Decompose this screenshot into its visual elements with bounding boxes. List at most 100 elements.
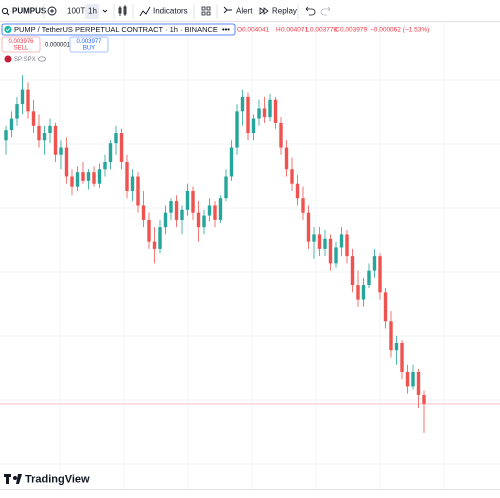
candle-body [152, 241, 157, 249]
candle-body [196, 212, 201, 228]
add-symbol-button[interactable] [47, 6, 57, 16]
indicators-icon[interactable] [139, 6, 151, 17]
candle-body [207, 205, 212, 216]
candle-body [328, 238, 333, 264]
toolbar: PUMPUS 100T 1h Indicators Alert Replay [0, 4, 500, 22]
candle-body [86, 172, 91, 181]
candle-body [339, 234, 344, 248]
candle-body [284, 147, 289, 170]
candle-body [356, 285, 360, 300]
candle-body [136, 176, 140, 206]
candle-body [42, 133, 47, 141]
candle-body [416, 371, 421, 395]
candle-body [185, 190, 190, 210]
alert-button[interactable]: Alert [236, 7, 253, 16]
candle-body [48, 125, 52, 134]
sell-price: 0.003976 [8, 39, 34, 45]
candle-body [92, 172, 96, 184]
legend-title-box[interactable] [1, 23, 236, 36]
candle-body [108, 143, 113, 163]
buy-button[interactable] [69, 36, 109, 53]
redo-button[interactable] [320, 6, 331, 16]
replay-button[interactable]: Replay [272, 7, 297, 16]
plus-icon [50, 9, 54, 13]
ohlc-high: 0.004071 [281, 27, 308, 34]
candle-body [213, 205, 217, 220]
plot-area [0, 75, 500, 434]
candle-body [64, 147, 69, 177]
candle-body [306, 212, 311, 242]
candle-body [75, 172, 80, 187]
candle-body [103, 162, 107, 170]
candle-body [317, 234, 322, 249]
candle-body [361, 285, 366, 300]
alert-icon[interactable] [223, 6, 232, 14]
candle-body [301, 198, 305, 213]
candle-body [26, 89, 30, 112]
interval-highlight [85, 4, 99, 19]
symbol[interactable]: PUMPUS [12, 7, 47, 16]
candle-body [345, 234, 349, 257]
brand-name[interactable]: TradingView [25, 473, 90, 485]
symbol-logo-mark [5, 27, 11, 32]
candle-body [411, 371, 415, 387]
candle-body [180, 209, 184, 220]
candle-body [141, 205, 146, 220]
candle-body [240, 96, 245, 112]
ohlc-close: 0.003979 [340, 27, 367, 34]
candle-body [394, 342, 399, 351]
candle-body [378, 256, 382, 293]
legend: PUMP / TetherUS PERPETUAL CONTRACT · 1h … [1, 23, 429, 63]
ohlc-change: −0.000062 (−1.53%) [370, 27, 429, 34]
candle-body [53, 125, 58, 155]
compare-symbol[interactable]: SP:SPX [14, 57, 36, 63]
footer: TradingView [0, 473, 500, 490]
indicators-button[interactable]: Indicators [153, 7, 188, 16]
candle-body [290, 169, 294, 184]
candle-body [389, 321, 393, 351]
candle-body [158, 227, 162, 249]
candle-body [372, 256, 377, 271]
interval[interactable]: 1h [88, 7, 97, 16]
candle-body [130, 176, 135, 191]
ohlc-open: 0.004041 [242, 27, 269, 34]
visibility-icon[interactable] [38, 56, 46, 62]
candle-body [15, 104, 19, 119]
candle-body [262, 108, 267, 118]
chart-type-icon[interactable] [118, 5, 127, 16]
sell-label: SELL [14, 46, 29, 52]
candle-body [31, 111, 36, 126]
search-icon-handle [6, 12, 10, 16]
ohlc-low-label: L [306, 27, 310, 34]
candle-body [81, 172, 85, 181]
replay-icon[interactable] [259, 7, 269, 15]
interval-chevron[interactable] [102, 9, 108, 13]
candle-body [119, 133, 124, 163]
layouts-icon[interactable] [201, 6, 211, 16]
spread: 0.000001 [45, 43, 71, 49]
quantity[interactable]: 100T [67, 7, 85, 16]
candle-body [97, 169, 102, 184]
candle-body [367, 270, 371, 286]
candle-body [202, 215, 206, 228]
symbol-logo [4, 25, 12, 34]
candle-body [224, 176, 228, 199]
sell-button[interactable] [1, 36, 41, 53]
candle-body [257, 108, 261, 119]
compare-logo [4, 55, 12, 63]
candle-body [251, 118, 256, 134]
candle-body [229, 147, 234, 177]
search-icon[interactable] [1, 7, 9, 15]
candle-body [268, 99, 272, 118]
ohlc-low: 0.003778 [310, 27, 337, 34]
candle-body [191, 190, 195, 213]
undo-button[interactable] [305, 6, 316, 16]
candle-body [246, 96, 250, 134]
candle-body [114, 133, 118, 144]
candle-body [295, 183, 300, 199]
candle-body [163, 212, 168, 228]
legend-more[interactable]: ••• [222, 25, 230, 34]
